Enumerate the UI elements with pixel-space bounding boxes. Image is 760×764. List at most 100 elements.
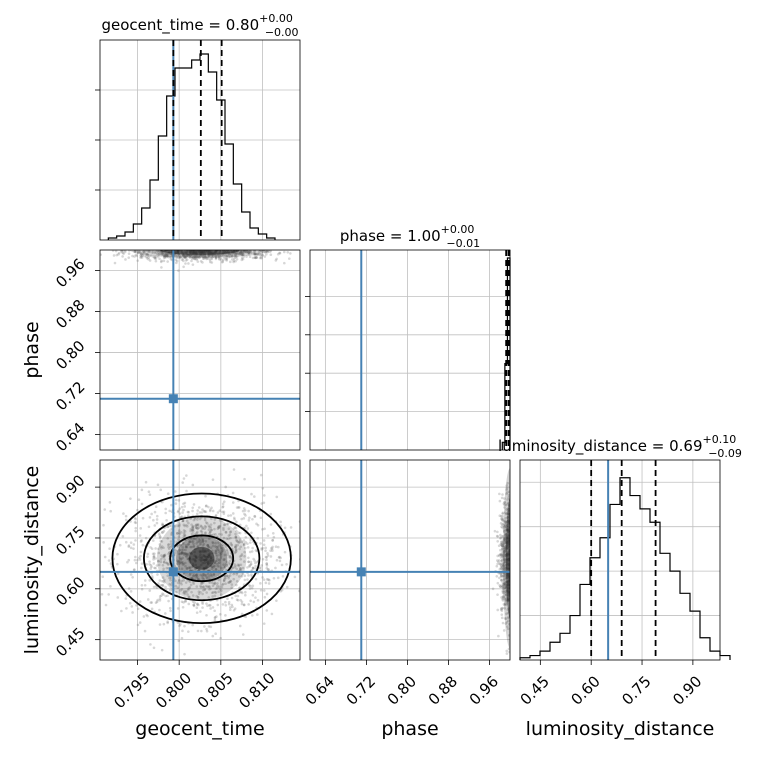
phase-vs-luminosity_distance-point: [501, 568, 504, 571]
geocent_time-vs-luminosity_distance-point: [213, 521, 216, 525]
phase-vs-luminosity_distance-point: [507, 647, 510, 651]
geocent_time-vs-luminosity_distance-point: [155, 518, 159, 521]
geocent_time-vs-luminosity_distance-point: [250, 573, 253, 577]
phase-vs-luminosity_distance-point: [505, 555, 508, 558]
phase-ylabel: phase: [21, 321, 43, 378]
geocent_time-vs-luminosity_distance-point: [206, 543, 209, 547]
geocent_time-vs-luminosity_distance-point: [179, 623, 182, 626]
geocent_time-vs-luminosity_distance-point: [170, 533, 173, 537]
phase-vs-luminosity_distance-point: [506, 550, 509, 554]
geocent_time-vs-luminosity_distance-point: [131, 611, 134, 614]
phase-vs-luminosity_distance-point: [508, 558, 510, 562]
geocent_time-vs-luminosity_distance-point: [207, 555, 210, 558]
phase-vs-luminosity_distance-point: [500, 523, 504, 526]
geocent_time-vs-luminosity_distance-point: [232, 516, 236, 520]
geocent_time-vs-phase-point: [151, 251, 154, 254]
geocent_time-vs-luminosity_distance-point: [160, 531, 164, 534]
lumdist-xtick-label: 0.60: [567, 672, 603, 708]
phase-vs-luminosity_distance-point: [505, 593, 508, 597]
phase-vs-luminosity_distance-point: [505, 540, 508, 544]
geocent_time-vs-luminosity_distance-point: [205, 629, 209, 633]
phase-vs-luminosity_distance-point: [502, 550, 506, 553]
geocent_time-vs-luminosity_distance-point: [202, 558, 206, 562]
geocent-xtick-label: 0.795: [110, 669, 153, 712]
geocent_time-vs-phase-point: [161, 252, 164, 256]
geocent_time-vs-luminosity_distance-point: [204, 573, 208, 577]
geocent_time-vs-luminosity_distance-point: [189, 583, 193, 587]
geocent_time-vs-phase-point: [121, 255, 124, 258]
geocent_time-vs-luminosity_distance-point: [238, 531, 242, 535]
geocent_time-vs-phase-point: [238, 252, 242, 255]
phase-vs-luminosity_distance-point: [505, 484, 509, 487]
geocent_time-vs-luminosity_distance-point: [205, 522, 209, 525]
geocent_time-vs-luminosity_distance-point: [211, 584, 215, 588]
geocent_time-vs-phase-point: [164, 253, 168, 257]
geocent_time-vs-phase-point: [206, 251, 210, 255]
geocent_time-vs-luminosity_distance-point: [194, 566, 197, 570]
geocent_time-vs-luminosity_distance-point: [184, 581, 188, 584]
geocent_time-vs-luminosity_distance-point: [177, 509, 180, 513]
geocent_time-vs-luminosity_distance-point: [272, 535, 276, 539]
geocent_time-vs-luminosity_distance-point: [212, 533, 215, 536]
geocent_time-vs-luminosity_distance-point: [218, 587, 222, 591]
geocent_time-vs-luminosity_distance-point: [192, 518, 196, 522]
phase-vs-luminosity_distance-point: [495, 574, 499, 578]
geocent_time-vs-luminosity_distance-point: [247, 556, 250, 560]
phase-vs-luminosity_distance-point: [507, 575, 510, 578]
geocent_time-vs-phase-point: [246, 250, 250, 253]
geocent_time-vs-luminosity_distance-point: [182, 551, 186, 555]
phase-vs-luminosity_distance-point: [508, 527, 510, 530]
phase-vs-luminosity_distance-point: [505, 552, 509, 556]
geocent_time-vs-luminosity_distance-point: [165, 566, 169, 570]
geocent_time-vs-phase-point: [169, 255, 173, 259]
geocent_time-vs-phase-point: [210, 252, 213, 256]
geocent_time-vs-luminosity_distance-point: [167, 547, 171, 551]
geocent_time-vs-phase-point: [193, 255, 197, 258]
geocent_time-vs-phase-point: [193, 251, 197, 254]
geocent_time-vs-phase-point: [214, 256, 218, 260]
geocent_time-vs-phase-point: [203, 256, 206, 259]
geocent_time-vs-luminosity_distance-point: [293, 575, 297, 579]
geocent_time-vs-phase-point: [207, 250, 211, 254]
phase-vs-luminosity_distance-point: [507, 538, 510, 541]
phase-vs-luminosity_distance-point: [504, 532, 508, 535]
geocent_time-vs-luminosity_distance-point: [219, 546, 223, 549]
phase-vs-luminosity_distance-point: [502, 596, 505, 600]
geocent_time-vs-luminosity_distance-point: [177, 639, 181, 643]
geocent_time-vs-luminosity_distance-point: [192, 542, 195, 545]
phase-vs-luminosity_distance-point: [505, 543, 509, 547]
geocent_time-vs-luminosity_distance-point: [164, 585, 167, 589]
geocent_time-vs-luminosity_distance-point: [220, 546, 224, 550]
phase-vs-luminosity_distance-point: [504, 590, 507, 593]
geocent_time-vs-luminosity_distance-point: [208, 530, 212, 534]
geocent_time-vs-phase-point: [199, 254, 202, 258]
geocent_time-vs-luminosity_distance-point: [243, 578, 247, 582]
phase-vs-luminosity_distance-point: [504, 512, 508, 516]
phase-vs-luminosity_distance-point: [506, 542, 509, 546]
geocent_time-vs-phase-point: [174, 250, 178, 253]
geocent_time-vs-phase-point: [190, 255, 194, 259]
geocent_time-vs-luminosity_distance-point: [169, 542, 173, 546]
geocent_time-vs-phase-point: [139, 253, 143, 257]
geocent_time-vs-luminosity_distance-point: [217, 558, 221, 561]
phase-vs-luminosity_distance-point: [507, 543, 510, 547]
geocent_time-vs-phase-point: [238, 250, 242, 253]
phase-vs-luminosity_distance-point: [504, 547, 507, 551]
phase-vs-luminosity_distance-point: [504, 542, 508, 545]
geocent_time-vs-phase-point: [190, 253, 194, 256]
geocent_time-vs-phase-point: [198, 251, 201, 254]
phase-vs-luminosity_distance-point: [499, 563, 503, 567]
geocent_time-vs-luminosity_distance-point: [218, 532, 221, 536]
geocent_time-vs-luminosity_distance-point: [136, 558, 139, 562]
phase-vs-luminosity_distance-point: [507, 539, 510, 543]
phase-vs-luminosity_distance-point: [499, 542, 503, 546]
phase-vs-luminosity_distance-point: [505, 603, 508, 606]
geocent_time-vs-luminosity_distance-point: [222, 526, 225, 530]
geocent_time-vs-luminosity_distance-point: [191, 530, 195, 533]
geocent_time-vs-luminosity_distance-point: [191, 623, 195, 627]
geocent_time-vs-phase-point: [189, 250, 193, 254]
geocent_time-vs-phase-point: [194, 253, 198, 256]
geocent_time-vs-phase-point: [159, 260, 163, 264]
geocent_time-vs-phase-point: [201, 255, 205, 259]
geocent_time-vs-luminosity_distance-point: [206, 604, 209, 608]
